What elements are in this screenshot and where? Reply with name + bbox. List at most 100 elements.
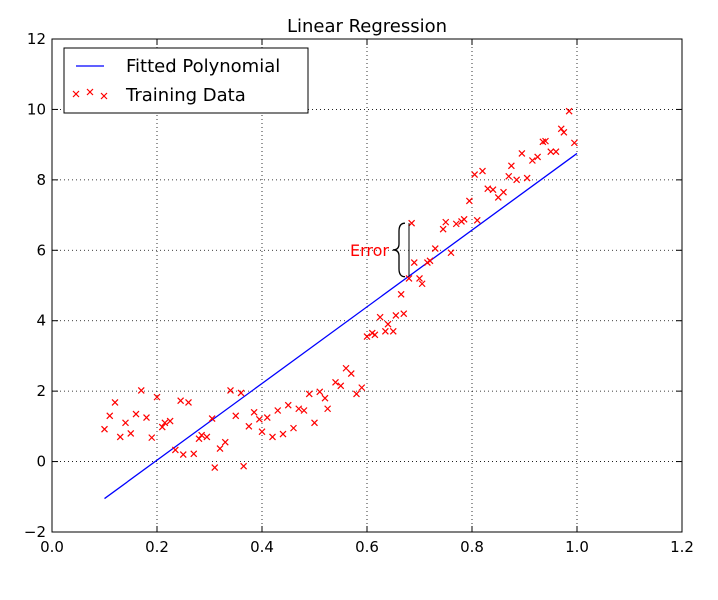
training-data-point <box>405 275 413 282</box>
training-data-point <box>332 378 339 386</box>
y-tick-label: 2 <box>36 382 46 400</box>
training-data-point <box>397 290 405 298</box>
training-data-point <box>363 333 371 340</box>
training-data-point <box>371 331 379 339</box>
training-data-point <box>431 245 439 252</box>
training-data-point <box>166 417 174 425</box>
legend-marker-swatch <box>72 88 108 100</box>
training-data-point <box>240 462 248 470</box>
y-tick-label: 0 <box>36 453 46 471</box>
training-data-point <box>473 216 481 224</box>
training-data-point <box>442 218 450 226</box>
error-annotation: Error <box>350 222 410 278</box>
training-data-point <box>127 429 135 437</box>
training-data-point <box>518 150 526 157</box>
legend-marker <box>72 90 80 98</box>
training-data-point <box>552 148 560 156</box>
legend-label-training-data: Training Data <box>125 85 246 106</box>
training-data-point <box>250 408 258 416</box>
x-tick-label: 0.8 <box>460 538 484 556</box>
training-data-point <box>410 259 418 267</box>
training-data-point <box>295 405 303 413</box>
training-data-point <box>392 312 400 319</box>
training-data-point <box>376 313 384 321</box>
x-tick-label: 0.6 <box>355 538 379 556</box>
training-data-point <box>143 414 150 421</box>
training-data-point <box>494 194 502 201</box>
training-data-point <box>269 433 276 441</box>
training-data-point <box>137 387 145 394</box>
y-tick-label: 4 <box>36 312 46 330</box>
training-data-point <box>507 162 515 170</box>
legend-box <box>63 47 309 114</box>
training-data-point <box>337 382 345 390</box>
training-data-point <box>263 414 271 421</box>
training-data-point <box>195 435 203 443</box>
training-data-point <box>274 407 282 414</box>
training-data-point <box>106 412 114 420</box>
training-data-point <box>557 125 565 133</box>
training-data-point <box>279 430 287 438</box>
training-data-point <box>418 280 426 288</box>
axis-ticks: 0.0 0.2 0.4 0.6 0.8 1.0 1.2 −2 0 2 4 6 8 10 12 <box>24 30 694 556</box>
training-data-point <box>148 434 156 442</box>
training-data-point <box>547 148 555 156</box>
training-data-point <box>190 450 198 458</box>
fitted-polynomial-line <box>104 152 578 500</box>
training-data-point <box>471 171 479 178</box>
fitted-polynomial-series <box>104 152 578 500</box>
y-tick-label: 12 <box>27 30 46 48</box>
chart-title: Linear Regression <box>287 16 447 37</box>
training-data-point <box>245 422 253 430</box>
training-data-point <box>198 431 206 439</box>
training-data-point <box>384 320 392 328</box>
training-data-point <box>542 137 549 145</box>
training-data-point <box>311 419 318 427</box>
training-data-point <box>358 384 366 392</box>
training-data-point <box>528 157 536 164</box>
training-data-point <box>316 388 324 396</box>
training-data-point <box>408 219 416 227</box>
training-data-point <box>324 405 332 413</box>
training-data-point <box>465 197 473 205</box>
training-data-point <box>321 394 329 402</box>
training-data-point <box>416 275 423 282</box>
x-tick-label: 1.2 <box>670 538 694 556</box>
training-data-point <box>255 415 263 423</box>
legend-label-fitted-polynomial: Fitted Polynomial <box>126 56 280 77</box>
legend: Fitted Polynomial Training Data <box>63 47 309 114</box>
training-data-series <box>101 107 578 471</box>
training-data-point <box>460 215 468 223</box>
training-data-point <box>153 393 161 401</box>
training-data-point <box>284 401 292 409</box>
training-data-point <box>185 398 192 406</box>
training-data-point <box>203 433 211 441</box>
training-data-point <box>389 327 397 335</box>
training-data-point <box>122 419 129 427</box>
training-data-point <box>227 387 234 394</box>
training-data-point <box>221 438 229 446</box>
training-data-point <box>479 167 486 175</box>
training-data-point <box>101 425 108 433</box>
y-tick-label: 8 <box>36 171 46 189</box>
x-tick-label: 1.0 <box>565 538 589 556</box>
x-tick-label: 0.0 <box>40 538 64 556</box>
training-data-point <box>489 186 497 194</box>
training-data-point <box>171 446 179 454</box>
training-data-point <box>513 176 521 184</box>
training-data-point <box>232 412 240 420</box>
y-tick-label: 10 <box>27 100 46 118</box>
training-data-point <box>426 257 434 265</box>
training-data-point <box>565 107 573 115</box>
training-data-point <box>505 172 513 180</box>
training-data-point <box>211 464 219 471</box>
training-data-point <box>158 423 166 431</box>
training-data-point <box>452 220 460 228</box>
training-data-point <box>439 225 447 233</box>
training-data-point <box>353 390 360 398</box>
legend-marker <box>100 92 108 100</box>
training-data-point <box>258 428 266 436</box>
training-data-point <box>342 364 350 372</box>
training-data-point <box>560 128 568 136</box>
